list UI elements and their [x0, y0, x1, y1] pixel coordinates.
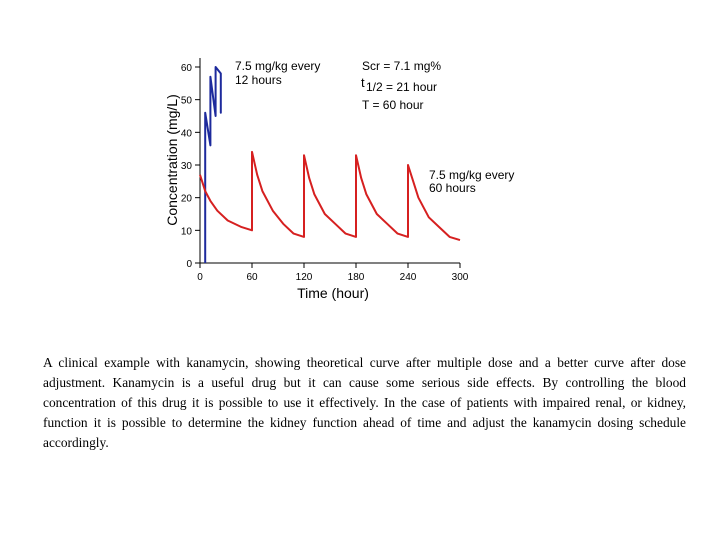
x-tick-label: 180: [348, 272, 365, 283]
annotation-red-line-2: 60 hours: [429, 181, 476, 195]
annotation-renal-line-2: 1/2 = 21 hour: [366, 80, 437, 94]
annotation-renal-line-1: Scr = 7.1 mg%: [362, 59, 441, 73]
concentration-chart: 0 10 20 30 40 50 60 0 60 120 180 240 300 Concentrat…: [164, 52, 515, 301]
annotation-blue-line-2: 12 hours: [235, 73, 282, 87]
y-axis-title: Concentration (mg/L): [164, 94, 180, 226]
x-axis-title: Time (hour): [297, 285, 369, 301]
y-tick-label: 40: [181, 128, 193, 139]
y-tick-label: 0: [186, 259, 192, 270]
annotation-red-dose: 7.5 mg/kg every 60 hours: [429, 168, 514, 195]
x-tick-label: 0: [197, 272, 203, 283]
x-tick-label: 120: [296, 272, 313, 283]
y-tick-label: 20: [181, 194, 193, 205]
annotation-red-line-1: 7.5 mg/kg every: [429, 168, 514, 182]
figure-caption: A clinical example with kanamycin, showi…: [43, 355, 686, 451]
annotation-blue-dose: 7.5 mg/kg every 12 hours: [235, 59, 320, 87]
series-layer: [199, 66, 461, 263]
annotation-blue-line-1: 7.5 mg/kg every: [235, 59, 320, 73]
annotation-renal: Scr = 7.1 mg% t 1/2 = 21 hour T = 60 hou…: [356, 52, 454, 117]
y-tick-label: 60: [181, 63, 193, 74]
series-line-12h-dosing: [204, 66, 222, 263]
series-line-60h-dosing: [199, 150, 461, 242]
annotation-renal-box: [356, 52, 454, 117]
y-tick-label: 50: [181, 96, 193, 107]
x-tick-label: 240: [400, 272, 417, 283]
y-axis-ticks: 0 10 20 30 40 50 60: [181, 63, 200, 270]
y-tick-label: 10: [181, 226, 193, 237]
annotation-renal-line-3: T = 60 hour: [362, 98, 424, 112]
x-tick-label: 60: [246, 272, 258, 283]
x-axis-ticks: 0 60 120 180 240 300: [197, 263, 469, 283]
y-tick-label: 30: [181, 161, 193, 172]
annotation-renal-t: t: [361, 75, 365, 90]
x-tick-label: 300: [452, 272, 469, 283]
